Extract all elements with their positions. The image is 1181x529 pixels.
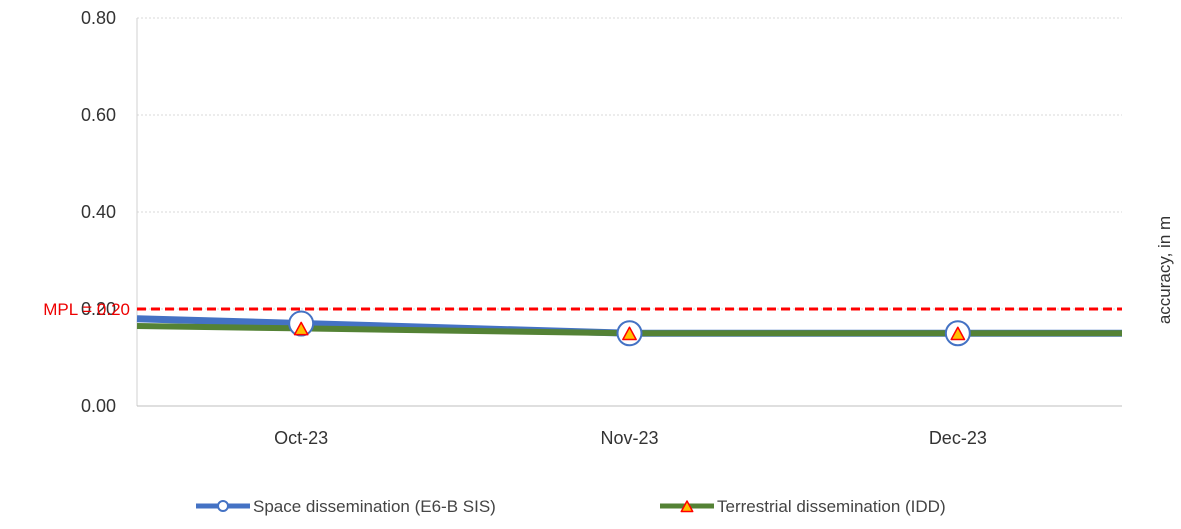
y-tick-label: 0.00 (81, 396, 116, 416)
y-tick-label: 0.40 (81, 202, 116, 222)
x-tick-labels: Oct-23 Nov-23 Dec-23 (274, 428, 987, 448)
point-marker (950, 326, 966, 341)
y-axis-label: accuracy, in m (1155, 216, 1174, 324)
x-tick-label: Nov-23 (600, 428, 658, 448)
threshold-layer: MPL = 0.20 (43, 300, 1122, 319)
axis-layer (136, 18, 1122, 407)
y-tick-label: 0.60 (81, 105, 116, 125)
legend: Space dissemination (E6-B SIS) Terrestria… (196, 497, 946, 516)
y-tick-label: 0.20 (81, 299, 116, 319)
mpl-threshold-label: MPL = 0.20 (43, 300, 130, 319)
x-tick-label: Dec-23 (929, 428, 987, 448)
legend-label: Space dissemination (E6-B SIS) (253, 497, 496, 516)
point-marker (622, 326, 637, 341)
point-marker (293, 321, 309, 336)
y-tick-labels: 0.00 0.20 0.40 0.60 0.80 (81, 8, 116, 416)
grid-layer (137, 17, 1122, 310)
legend-marker (217, 500, 229, 512)
legend-marker (680, 500, 694, 513)
series-layer (136, 310, 1122, 347)
legend-label: Terrestrial dissemination (IDD) (717, 497, 946, 516)
y-tick-label: 0.80 (81, 8, 116, 28)
x-tick-label: Oct-23 (274, 428, 328, 448)
